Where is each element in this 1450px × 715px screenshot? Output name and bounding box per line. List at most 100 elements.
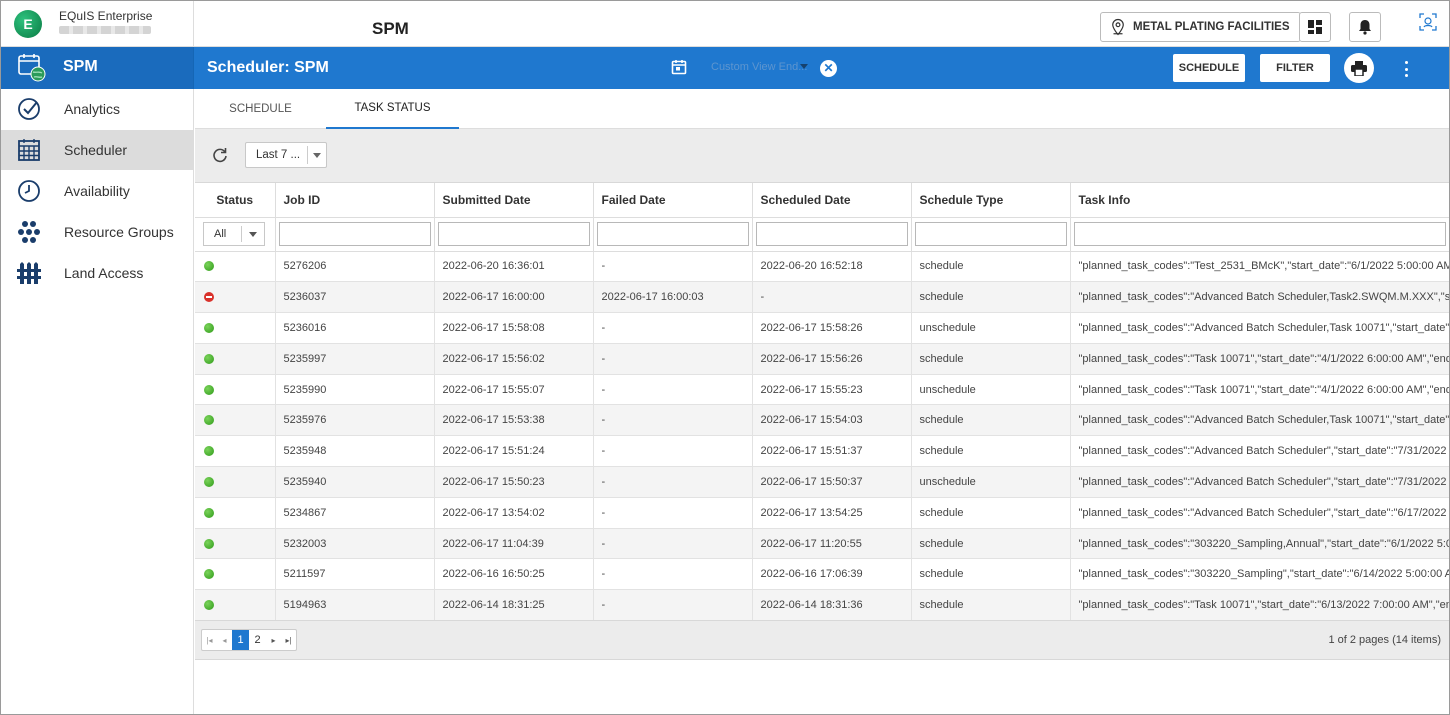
column-header-failed-date[interactable]: Failed Date	[593, 183, 753, 218]
scheduled-date-cell: 2022-06-14 18:31:36	[752, 589, 912, 622]
column-header-scheduled-date[interactable]: Scheduled Date	[752, 183, 912, 218]
task-info-cell: "planned_task_codes":"Test_2531_BMcK","s…	[1070, 251, 1449, 283]
job-id-cell: 5232003	[275, 528, 435, 560]
success-status-icon	[204, 415, 214, 426]
page-button[interactable]: 1	[232, 630, 249, 650]
failed-date-filter-input[interactable]	[596, 222, 749, 246]
custom-view-select[interactable]: Custom View End...	[711, 61, 808, 73]
table-row[interactable]: 5235948 2022-06-17 15:51:24-2022-06-17 15…	[195, 435, 1449, 468]
failed-date-cell: -	[593, 497, 753, 529]
first-page-icon[interactable]: |◂	[206, 635, 213, 645]
column-header-status[interactable]: Status	[195, 183, 276, 218]
tab-task-status[interactable]: TASK STATUS	[326, 89, 459, 129]
close-icon: ✕	[823, 61, 834, 75]
table-row[interactable]: 5235990 2022-06-17 15:55:07-2022-06-17 15…	[195, 374, 1449, 406]
sidebar-item-resource-groups[interactable]: Resource Groups	[1, 212, 194, 252]
column-header-task-info[interactable]: Task Info	[1070, 183, 1449, 218]
print-button[interactable]	[1344, 53, 1374, 83]
task-info-cell: "planned_task_codes":"303220_Sampling","…	[1070, 558, 1449, 591]
dashboard-button[interactable]	[1299, 12, 1331, 42]
success-status-icon	[204, 507, 214, 518]
status-cell	[195, 528, 276, 560]
scan-icon[interactable]	[1419, 13, 1437, 31]
submitted-date-cell: 2022-06-17 15:51:24	[434, 435, 594, 468]
column-header-schedule-type[interactable]: Schedule Type	[911, 183, 1071, 218]
scheduled-date-cell: 2022-06-16 17:06:39	[752, 558, 912, 591]
dots-cluster-icon	[18, 221, 40, 243]
status-cell	[195, 435, 276, 468]
sidebar-item-label: Scheduler	[64, 142, 128, 158]
table-row[interactable]: 5236037 2022-06-17 16:00:00 2022-06-17 16:…	[195, 281, 1449, 314]
table-row[interactable]: 5235976 2022-06-17 15:53:38-2022-06-17 15…	[195, 404, 1449, 437]
status-cell	[195, 312, 276, 344]
task-info-cell: "planned_task_codes":"Task 10071","start…	[1070, 343, 1449, 375]
facility-button[interactable]: METAL PLATING FACILITIES	[1100, 12, 1301, 42]
more-options-icon[interactable]	[1400, 59, 1412, 79]
chevron-down-icon[interactable]	[800, 64, 808, 69]
scheduled-date-cell: 2022-06-17 15:50:37	[752, 466, 912, 498]
task-info-filter-input[interactable]	[1073, 222, 1446, 246]
schedule-type-cell: schedule	[911, 281, 1071, 314]
filter-button[interactable]: FILTER	[1260, 54, 1330, 82]
submitted-date-filter-input[interactable]	[437, 222, 590, 246]
job-id-cell: 5194963	[275, 589, 435, 622]
filter-cell	[752, 217, 912, 252]
status-filter-dropdown[interactable]: All	[203, 222, 265, 246]
date-range-dropdown[interactable]: Last 7 ...	[245, 142, 327, 168]
tab-schedule[interactable]: SCHEDULE	[229, 103, 292, 115]
calendar-icon[interactable]	[671, 59, 687, 75]
submitted-date-cell: 2022-06-17 16:00:00	[434, 281, 594, 314]
submitted-date-cell: 2022-06-16 16:50:25	[434, 558, 594, 591]
scheduled-date-cell: 2022-06-17 15:51:37	[752, 435, 912, 468]
bell-icon	[1359, 20, 1371, 35]
app-title: SPM	[372, 19, 409, 38]
page-button[interactable]: 2	[254, 634, 261, 646]
table-row[interactable]: 5234867 2022-06-17 13:54:02-2022-06-17 13…	[195, 497, 1449, 529]
clear-view-button[interactable]: ✕	[820, 60, 837, 77]
submitted-date-cell: 2022-06-17 15:53:38	[434, 404, 594, 437]
table-row[interactable]: 5235997 2022-06-17 15:56:02-2022-06-17 15…	[195, 343, 1449, 375]
job-id-cell: 5234867	[275, 497, 435, 529]
table-row[interactable]: 5232003 2022-06-17 11:04:39-2022-06-17 11…	[195, 528, 1449, 560]
last-page-icon[interactable]: ▸|	[285, 635, 292, 645]
scheduled-date-filter-input[interactable]	[755, 222, 908, 246]
sidebar-header-title: SPM	[63, 58, 98, 75]
prev-page-icon[interactable]: ◂	[222, 635, 227, 645]
task-info-cell: "planned_task_codes":"Advanced Batch Sch…	[1070, 281, 1449, 314]
table-row[interactable]: 5236016 2022-06-17 15:58:08-2022-06-17 15…	[195, 312, 1449, 344]
sidebar-item-scheduler[interactable]: Scheduler	[1, 130, 194, 170]
chevron-down-icon	[313, 153, 321, 158]
sidebar-item-analytics[interactable]: Analytics	[1, 89, 194, 129]
refresh-icon[interactable]	[212, 147, 228, 163]
scheduled-date-cell: 2022-06-20 16:52:18	[752, 251, 912, 283]
grid-body: 5276206 2022-06-20 16:36:01-2022-06-20 16…	[195, 251, 1449, 622]
column-header-job-id[interactable]: Job ID	[275, 183, 435, 218]
schedule-type-filter-input[interactable]	[914, 222, 1067, 246]
status-cell	[195, 497, 276, 529]
top-bar: E EQuIS Enterprise SPM METAL PLATING FAC…	[1, 1, 1449, 47]
sidebar-item-availability[interactable]: Availability	[1, 171, 194, 211]
table-row[interactable]: 5194963 2022-06-14 18:31:25-2022-06-14 18…	[195, 589, 1449, 622]
sidebar: Analytics Scheduler Availability Resourc…	[1, 89, 194, 714]
status-cell	[195, 343, 276, 375]
schedule-button[interactable]: SCHEDULE	[1173, 54, 1245, 82]
dashboard-icon	[1308, 20, 1322, 34]
table-row[interactable]: 5276206 2022-06-20 16:36:01-2022-06-20 16…	[195, 251, 1449, 283]
notifications-button[interactable]	[1349, 12, 1381, 42]
brand[interactable]: E EQuIS Enterprise	[1, 1, 194, 47]
check-circle-icon	[18, 98, 40, 120]
sidebar-item-land-access[interactable]: Land Access	[1, 253, 194, 293]
scheduled-date-cell: 2022-06-17 13:54:25	[752, 497, 912, 529]
job-id-filter-input[interactable]	[278, 222, 431, 246]
scheduled-date-cell: 2022-06-17 11:20:55	[752, 528, 912, 560]
table-row[interactable]: 5211597 2022-06-16 16:50:25-2022-06-16 17…	[195, 558, 1449, 591]
next-page-icon[interactable]: ▸	[271, 635, 276, 645]
schedule-type-cell: schedule	[911, 404, 1071, 437]
column-header-submitted-date[interactable]: Submitted Date	[434, 183, 594, 218]
failed-date-cell: -	[593, 558, 753, 591]
submitted-date-cell: 2022-06-17 13:54:02	[434, 497, 594, 529]
schedule-type-cell: schedule	[911, 589, 1071, 622]
table-row[interactable]: 5235940 2022-06-17 15:50:23-2022-06-17 15…	[195, 466, 1449, 498]
location-pin-icon	[1112, 18, 1124, 36]
